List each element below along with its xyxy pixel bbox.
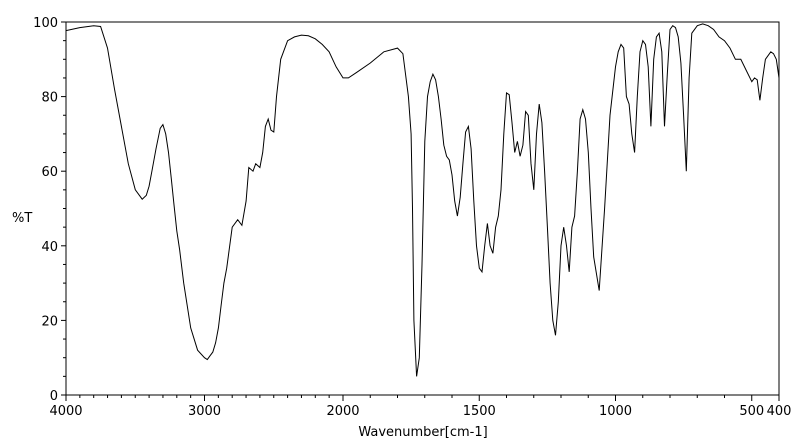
x-tick-label: 2000 (326, 404, 359, 419)
x-tick-label: 400 (767, 404, 792, 419)
y-tick-label: 0 (50, 389, 58, 404)
axis-ticks (61, 21, 780, 401)
y-tick-label: 100 (33, 16, 58, 31)
y-tick-label: 20 (41, 314, 58, 329)
x-tick-label: 1500 (463, 404, 496, 419)
x-tick-label: 3000 (188, 404, 221, 419)
x-tick-label: 1000 (599, 404, 632, 419)
y-tick-label: 80 (41, 91, 58, 106)
x-tick-label: 500 (739, 404, 764, 419)
y-tick-label: 60 (41, 165, 58, 180)
y-tick-label: 40 (41, 240, 58, 255)
y-axis-label: %T (12, 211, 32, 226)
x-axis-label: Wavenumber[cm-1] (358, 425, 487, 440)
axis-tick-labels: 0 20 40 60 80 100 4000 3000 2000 1500 1000 500 400 (33, 16, 791, 419)
series-line (65, 23, 780, 377)
x-tick-label: 4000 (49, 404, 82, 419)
